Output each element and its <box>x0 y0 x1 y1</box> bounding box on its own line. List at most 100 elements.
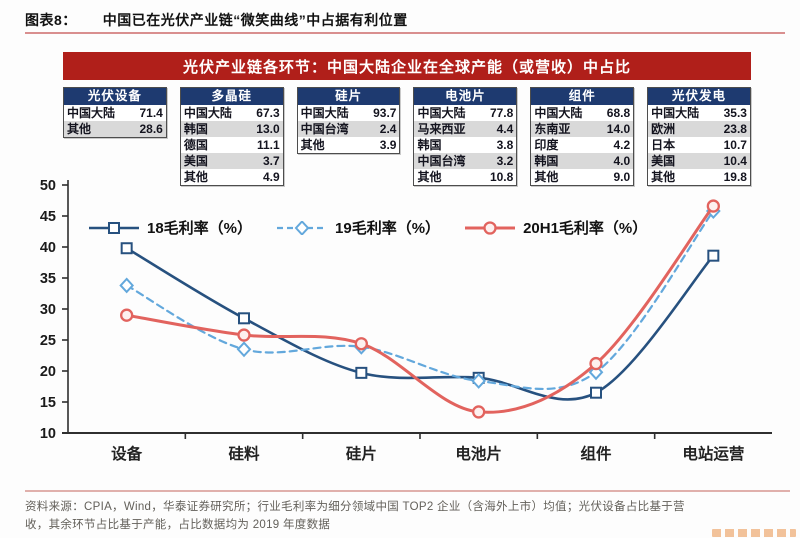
share-value: 35.3 <box>723 106 747 120</box>
svg-text:设备: 设备 <box>111 444 143 463</box>
legend-item-18: 18毛利率（%） <box>88 217 252 238</box>
table-row: 日本 10.7 <box>648 137 750 153</box>
share-value: 3.2 <box>496 154 514 168</box>
table-row: 中国台湾 2.4 <box>297 121 400 137</box>
share-value: 71.4 <box>139 106 163 120</box>
table-row: 马来西亚 4.4 <box>414 121 517 137</box>
svg-text:30: 30 <box>40 302 56 318</box>
share-value: 3.7 <box>262 154 280 168</box>
table-pv-equipment: 光伏设备 中国大陆 71.4 其他 28.6 <box>63 87 167 138</box>
share-value: 14.0 <box>606 122 631 136</box>
share-value: 10.4 <box>723 154 747 168</box>
svg-text:25: 25 <box>40 333 56 349</box>
share-value: 13.0 <box>256 122 280 136</box>
share-value: 23.8 <box>723 122 747 136</box>
figure-number-label: 图表8： <box>25 12 77 28</box>
watermark <box>712 529 796 537</box>
table-wafer: 硅片 中国大陆 93.7 中国台湾 2.4 其他 3.9 <box>296 87 401 154</box>
table-header: 硅片 <box>297 88 400 105</box>
table-row: 韩国 3.8 <box>414 137 516 153</box>
region-label: 韩国 <box>417 138 442 152</box>
table-row: 其他 19.8 <box>648 169 750 185</box>
legend-label: 18毛利率（%） <box>147 220 253 237</box>
region-label: 中国大陆 <box>300 106 349 120</box>
table-row: 中国台湾 3.2 <box>414 153 517 169</box>
svg-text:40: 40 <box>40 240 56 256</box>
region-label: 美国 <box>651 154 676 168</box>
table-row: 东南亚 14.0 <box>531 121 634 137</box>
table-polysilicon: 多晶硅 中国大陆 67.3 韩国 13.0 德国 11.1 美国 3.7 其他 4.9 <box>179 87 284 186</box>
table-row: 中国大陆 77.8 <box>414 105 516 121</box>
region-label: 马来西亚 <box>417 122 466 136</box>
share-value: 93.7 <box>373 106 397 120</box>
figure-title: 图表8： 中国已在光伏产业链“微笑曲线”中占据有利位置 <box>25 10 408 30</box>
svg-text:硅片: 硅片 <box>346 444 377 463</box>
region-label: 印度 <box>534 138 559 152</box>
title-divider <box>25 32 785 34</box>
table-header: 光伏发电 <box>648 88 750 105</box>
series-20H1毛利率（%） <box>120 199 720 419</box>
margin-line-chart: 10 15 20 25 30 35 40 45 50 设备 硅料 硅片 电池片 组件 电站运营 <box>40 178 772 463</box>
table-row: 韩国 13.0 <box>180 121 283 137</box>
share-value: 10.8 <box>489 170 514 184</box>
share-value: 4.4 <box>496 122 514 136</box>
figure-title-text: 中国已在光伏产业链“微笑曲线”中占据有利位置 <box>102 12 408 28</box>
region-label: 中国台湾 <box>300 122 349 136</box>
legend-label: 19毛利率（%） <box>335 220 441 237</box>
share-value: 11.1 <box>256 138 280 152</box>
svg-text:35: 35 <box>40 271 56 287</box>
table-row: 韩国 4.0 <box>531 153 634 169</box>
legend-item-20h1: 20H1毛利率（%） <box>464 217 647 238</box>
share-value: 77.8 <box>489 106 514 120</box>
region-label: 其他 <box>67 122 92 136</box>
region-label: 其他 <box>651 170 676 184</box>
region-label: 其他 <box>534 170 559 184</box>
svg-text:组件: 组件 <box>580 444 612 463</box>
footer-divider <box>25 490 790 492</box>
table-row: 美国 10.4 <box>648 153 750 169</box>
legend-line-circle-icon <box>465 220 516 235</box>
region-label: 日本 <box>651 138 676 152</box>
share-value: 3.9 <box>379 138 397 152</box>
share-value: 4.9 <box>262 170 280 184</box>
share-value: 10.7 <box>723 138 747 152</box>
section-banner: 光伏产业链各环节：中国大陆企业在全球产能（或营收）中占比 <box>63 52 751 80</box>
svg-text:10: 10 <box>40 426 56 442</box>
table-row: 其他 3.9 <box>298 137 400 153</box>
table-module: 组件 中国大陆 68.8 东南亚 14.0 印度 4.2 韩国 4.0 其他 9.0 <box>530 87 635 186</box>
region-label: 东南亚 <box>534 122 571 136</box>
share-value: 19.8 <box>723 170 747 184</box>
table-row: 美国 3.7 <box>180 153 283 169</box>
chart-legend: 18毛利率（%） 19毛利率（%） 20H1毛利率（%） <box>88 217 647 238</box>
share-value: 4.0 <box>613 154 631 168</box>
table-row: 中国大陆 35.3 <box>648 105 750 121</box>
table-row: 中国大陆 68.8 <box>531 105 633 121</box>
region-label: 欧洲 <box>651 122 676 136</box>
table-row: 其他 4.9 <box>181 169 283 185</box>
svg-text:50: 50 <box>40 178 56 194</box>
svg-text:电站运营: 电站运营 <box>682 444 744 463</box>
share-value: 3.8 <box>496 138 514 152</box>
table-row: 欧洲 23.8 <box>648 121 750 137</box>
table-header: 光伏设备 <box>64 88 166 105</box>
svg-text:45: 45 <box>40 209 56 225</box>
svg-text:15: 15 <box>40 395 56 411</box>
table-pv-generation: 光伏发电 中国大陆 35.3 欧洲 23.8 日本 10.7 美国 10.4 其他 19.… <box>647 87 751 186</box>
region-label: 德国 <box>183 138 208 152</box>
source-note-line1: 资料来源：CPIA，Wind，华泰证券研究所；行业毛利率为细分领域中国 TOP2… <box>25 501 685 513</box>
table-row: 印度 4.2 <box>531 137 633 153</box>
legend-line-diamond-icon <box>277 220 328 235</box>
region-label: 其他 <box>300 138 325 152</box>
share-value: 2.4 <box>379 122 397 136</box>
table-row: 中国大陆 93.7 <box>298 105 400 121</box>
source-note-line2: 收，其余环节占比基于产能，占比数据均为 2019 年度数据 <box>25 519 331 531</box>
legend-line-square-icon <box>89 221 139 234</box>
table-row: 中国大陆 67.3 <box>181 105 283 121</box>
share-value: 28.6 <box>139 122 163 136</box>
legend-label: 20H1毛利率（%） <box>523 220 648 237</box>
table-row: 其他 28.6 <box>64 121 166 137</box>
legend-item-19: 19毛利率（%） <box>276 217 440 238</box>
source-note: 资料来源：CPIA，Wind，华泰证券研究所；行业毛利率为细分领域中国 TOP2… <box>25 498 787 534</box>
table-cell: 电池片 中国大陆 77.8 马来西亚 4.4 韩国 3.8 中国台湾 3.2 其他 10.… <box>413 87 518 186</box>
